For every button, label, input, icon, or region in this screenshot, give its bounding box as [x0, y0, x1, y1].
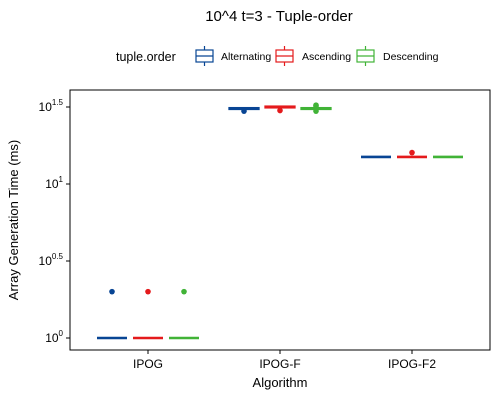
outlier-point [409, 149, 415, 156]
y-tick-label: 100 [45, 329, 63, 345]
outlier-point [313, 108, 319, 114]
outlier-point [109, 288, 115, 295]
legend-entry-descending: Descending [356, 46, 439, 66]
y-tick-base: 10 [39, 254, 53, 268]
plot-marks [97, 102, 463, 340]
legend-label: Ascending [302, 51, 351, 63]
outlier-point [277, 107, 283, 114]
y-tick-base: 10 [45, 331, 59, 345]
y-axis-title: Array Generation Time (ms) [6, 140, 21, 300]
y-tick-base: 10 [39, 100, 53, 114]
y-tick-label: 100.5 [39, 252, 64, 268]
outlier-point [313, 103, 319, 109]
y-tick-base: 10 [45, 177, 59, 191]
box-ascending-ipog-f2 [397, 149, 427, 159]
x-tick-label: IPOG-F2 [388, 357, 436, 371]
y-tick-label: 101 [45, 175, 63, 191]
box-alternating-ipog-f [228, 106, 260, 114]
legend-label: Descending [383, 51, 439, 63]
outlier-point [241, 108, 247, 114]
box-descending-ipog [169, 288, 199, 340]
x-tick-label: IPOG [133, 357, 163, 371]
outlier-point [181, 288, 187, 295]
y-tick-label: 101.5 [39, 98, 64, 114]
legend-label: Alternating [221, 51, 271, 63]
x-tick-label: IPOG-F [259, 357, 300, 371]
legend-entry-alternating: Alternating [195, 46, 271, 66]
y-tick-exponent: 0 [59, 329, 64, 338]
outlier-point [145, 288, 151, 295]
box-ascending-ipog-f [264, 105, 296, 114]
legend-title: tuple.order [116, 50, 176, 64]
y-tick-exponent: 1 [59, 175, 64, 184]
box-descending-ipog-f [300, 102, 332, 114]
box-ascending-ipog [133, 288, 163, 340]
x-axis: IPOG IPOG-F IPOG-F2 [133, 350, 436, 371]
legend-entry-ascending: Ascending [275, 46, 351, 66]
y-tick-exponent: 0.5 [52, 252, 64, 261]
legend: tuple.order Alternating Ascending Descendi… [116, 46, 439, 66]
y-tick-exponent: 1.5 [52, 98, 64, 107]
chart-title: 10^4 t=3 - Tuple-order [205, 8, 353, 25]
box-alternating-ipog [97, 288, 127, 340]
x-axis-title: Algorithm [253, 375, 308, 390]
plot-panel [69, 89, 491, 351]
